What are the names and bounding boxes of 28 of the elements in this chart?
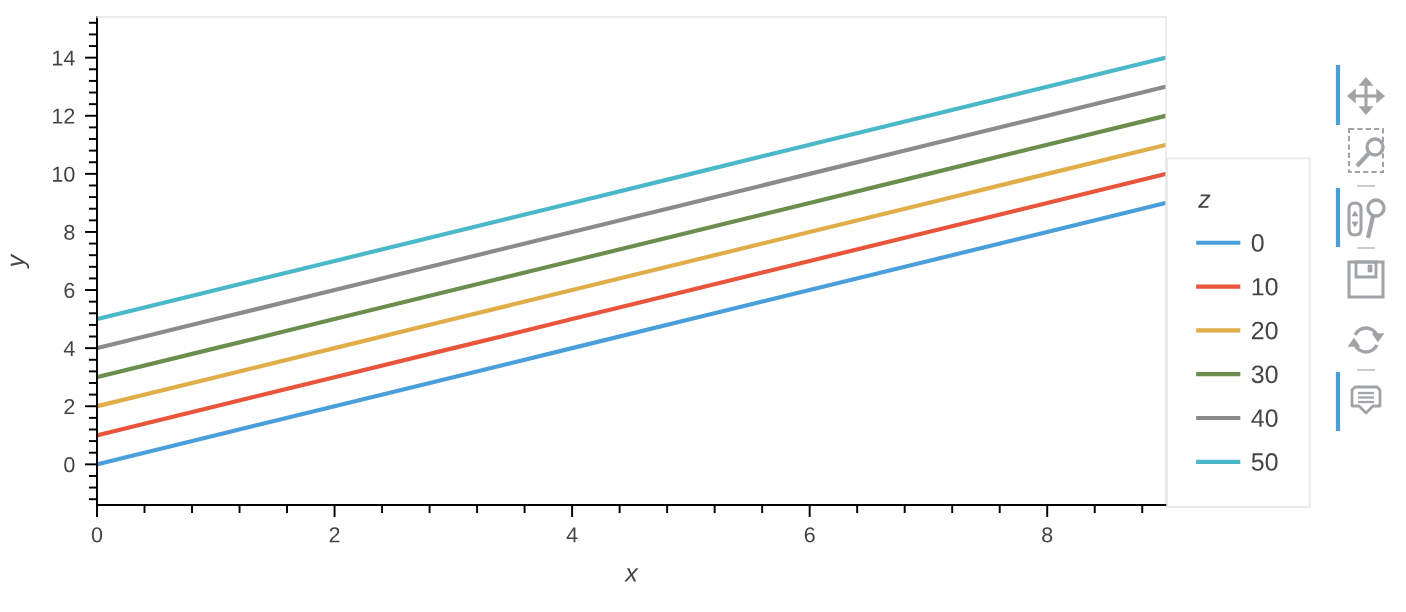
legend-label: 10 [1252, 277, 1278, 296]
y-tick-label: 0 [64, 457, 75, 473]
x-tick-label: 4 [566, 527, 578, 543]
x-tick-label: 6 [804, 527, 815, 543]
y-tick-label: 8 [64, 224, 75, 240]
x-tick-label: 8 [1042, 527, 1053, 543]
y-tick-label: 6 [64, 282, 75, 299]
line-series [97, 200, 1166, 467]
y-axis-title: y [10, 253, 30, 269]
line-series [97, 171, 1166, 438]
legend-label: 30 [1251, 365, 1278, 384]
line-series [97, 113, 1166, 380]
legend-label: 50 [1251, 453, 1278, 471]
y-tick-label: 12 [53, 108, 75, 124]
x-tick-label: 0 [91, 527, 103, 543]
legend-label: 0 [1251, 234, 1264, 252]
x-tick-label: 2 [329, 527, 340, 543]
line-series [97, 142, 1166, 409]
legend-title: z [1198, 194, 1211, 208]
y-tick-label: 4 [63, 341, 75, 356]
line-series [97, 55, 1166, 322]
y-tick-label: 10 [53, 166, 75, 182]
y-tick-label: 14 [53, 50, 75, 66]
legend-label: 40 [1251, 409, 1278, 427]
y-tick-label: 2 [64, 399, 75, 415]
legend-label: 20 [1252, 321, 1278, 340]
x-axis-title: x [624, 568, 639, 582]
line-series [97, 84, 1166, 351]
